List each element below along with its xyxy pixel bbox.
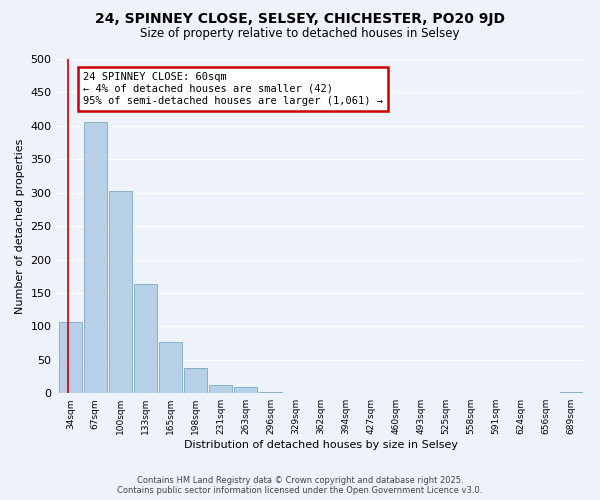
Bar (184, 368, 207, 393)
Bar (159, 342, 182, 393)
Bar (209, 384, 232, 393)
Text: 24 SPINNEY CLOSE: 60sqm
← 4% of detached houses are smaller (42)
95% of semi-det: 24 SPINNEY CLOSE: 60sqm ← 4% of detached… (83, 72, 383, 106)
Bar (235, 387, 257, 393)
Bar (134, 284, 157, 393)
Bar (259, 392, 282, 393)
Y-axis label: Number of detached properties: Number of detached properties (15, 138, 25, 314)
Bar (59, 322, 82, 393)
Text: 24, SPINNEY CLOSE, SELSEY, CHICHESTER, PO20 9JD: 24, SPINNEY CLOSE, SELSEY, CHICHESTER, P… (95, 12, 505, 26)
Text: Size of property relative to detached houses in Selsey: Size of property relative to detached ho… (140, 28, 460, 40)
Bar (84, 122, 107, 393)
X-axis label: Distribution of detached houses by size in Selsey: Distribution of detached houses by size … (184, 440, 458, 450)
Bar (560, 392, 583, 393)
Bar (109, 192, 131, 393)
Text: Contains HM Land Registry data © Crown copyright and database right 2025.
Contai: Contains HM Land Registry data © Crown c… (118, 476, 482, 495)
